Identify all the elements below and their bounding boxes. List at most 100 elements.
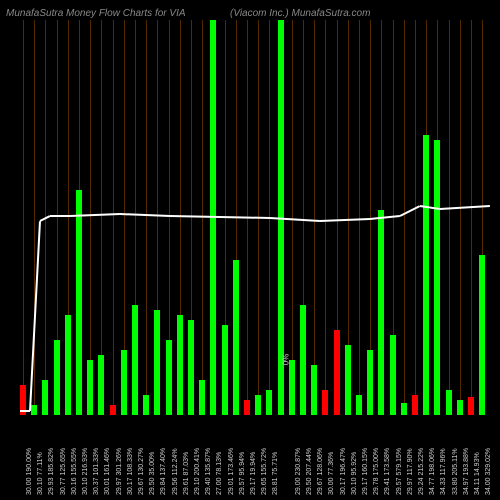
- bar: [110, 405, 116, 415]
- x-tick-label: 29.78 175.00%: [373, 448, 380, 495]
- grid-line: [34, 20, 35, 415]
- bar: [322, 390, 328, 415]
- bar: [266, 390, 272, 415]
- x-tick-label: 29.41 173.58%: [384, 448, 391, 495]
- bar: [132, 305, 138, 415]
- x-tick-label: 30.00 77.36%: [328, 452, 335, 495]
- grid-line: [415, 20, 416, 415]
- x-tick-label: 34.33 117.96%: [440, 448, 447, 495]
- bar: [300, 305, 306, 415]
- bar: [188, 320, 194, 415]
- bar: [479, 255, 485, 415]
- x-tick-label: 30.10 77.11%: [37, 452, 44, 495]
- x-tick-label: 33.80 205.11%: [452, 448, 459, 495]
- bar: [345, 345, 351, 415]
- bar: [54, 340, 60, 415]
- bar: [468, 397, 474, 415]
- bar: [199, 380, 205, 415]
- x-tick-label: 30.77 125.65%: [60, 448, 67, 495]
- bar: [233, 260, 239, 415]
- x-tick-label: 30.17 108.33%: [127, 448, 134, 495]
- bar: [166, 340, 172, 415]
- x-tick-label: 0%: [281, 354, 290, 366]
- grid-line: [314, 20, 315, 415]
- bar: [87, 360, 93, 415]
- line-segment: [50, 215, 70, 217]
- line-segment: [170, 215, 220, 218]
- bar: [423, 135, 429, 415]
- x-tick-label: 29.24 215.22%: [418, 448, 425, 495]
- x-tick-label: 29.10 200.41%: [194, 448, 201, 495]
- bar: [121, 350, 127, 415]
- line-segment: [320, 218, 370, 222]
- line-segment: [120, 213, 170, 217]
- x-tick-label: 29.61 87.03%: [183, 452, 190, 495]
- bar: [334, 330, 340, 415]
- bar: [222, 325, 228, 415]
- grid-line: [404, 20, 405, 415]
- bar: [42, 380, 48, 415]
- x-tick-label: 30.01 161.46%: [104, 448, 111, 495]
- x-tick-label: 29.65 155.72%: [261, 448, 268, 495]
- x-tick-label: 28.81 75.71%: [272, 452, 279, 495]
- title-left: MunafaSutra Money Flow Charts for VIA: [6, 8, 186, 19]
- grid-line: [460, 20, 461, 415]
- x-tick-label: 29.57 579.15%: [396, 448, 403, 495]
- x-tick-label: 29.56 112.24%: [172, 448, 179, 495]
- bar: [65, 315, 71, 415]
- grid-line: [113, 20, 114, 415]
- x-tick-label: 34.97 193.88%: [463, 448, 470, 495]
- line-segment: [220, 216, 270, 219]
- plot-area: [20, 20, 490, 415]
- x-tick-label: 29.97 301.26%: [116, 448, 123, 495]
- bar: [401, 403, 407, 415]
- grid-line: [146, 20, 147, 415]
- x-tick-label: 29.57 95.94%: [239, 452, 246, 495]
- bar: [289, 360, 295, 415]
- bar: [311, 365, 317, 415]
- x-tick-label: 30.37 101.33%: [93, 448, 100, 495]
- bar: [143, 395, 149, 415]
- bar: [98, 355, 104, 415]
- bar: [177, 315, 183, 415]
- x-tick-label: 30.10 216.93%: [82, 448, 89, 495]
- grid-line: [471, 20, 472, 415]
- bar: [378, 210, 384, 415]
- x-tick-label: 34.77 198.06%: [429, 448, 436, 495]
- x-axis-labels: 30.00 190.00% 30.10 77.11% 29.93 185.82% 30…: [20, 420, 490, 500]
- bar: [31, 405, 37, 415]
- x-tick-label: 29.00 230.87%: [295, 448, 302, 495]
- x-tick-label: 34.00 329.02%: [485, 448, 492, 495]
- x-tick-label: 29.93 185.82%: [48, 448, 55, 495]
- x-tick-label: 30.17 196.47%: [340, 448, 347, 495]
- x-tick-label: 27.00 78.13%: [216, 452, 223, 495]
- bar: [76, 190, 82, 415]
- x-tick-label: 29.01 173.46%: [228, 448, 235, 495]
- grid-line: [449, 20, 450, 415]
- x-tick-label: 29.84 137.40%: [160, 448, 167, 495]
- x-tick-label: 29.67 128.06%: [317, 448, 324, 495]
- x-tick-label: 29.17 160.15%: [362, 448, 369, 495]
- x-tick-label: 29.67 130.27%: [138, 448, 145, 495]
- grid-line: [90, 20, 91, 415]
- chart-container: MunafaSutra Money Flow Charts for VIA (V…: [0, 0, 500, 500]
- bar: [356, 395, 362, 415]
- bar: [367, 350, 373, 415]
- x-tick-label: 30.00 190.00%: [26, 448, 33, 495]
- grid-line: [325, 20, 326, 415]
- x-tick-label: 29.17 19.94%: [250, 452, 257, 495]
- x-tick-label: 29.40 135.87%: [205, 448, 212, 495]
- title-right: (Viacom Inc.) MunafaSutra.com: [230, 8, 370, 19]
- grid-line: [23, 20, 24, 415]
- x-tick-label: 29.97 117.90%: [407, 448, 414, 495]
- x-tick-label: 30.10 95.92%: [351, 452, 358, 495]
- bar: [154, 310, 160, 415]
- bar: [446, 390, 452, 415]
- x-tick-label: 30.16 155.55%: [71, 448, 78, 495]
- bar: [434, 140, 440, 415]
- x-tick-label: 34.11 14.93%: [474, 452, 481, 495]
- x-tick-label: 29.50 35.00%: [149, 452, 156, 495]
- x-tick-label: 29.50 207.44%: [306, 448, 313, 495]
- bar: [255, 395, 261, 415]
- bar: [457, 400, 463, 415]
